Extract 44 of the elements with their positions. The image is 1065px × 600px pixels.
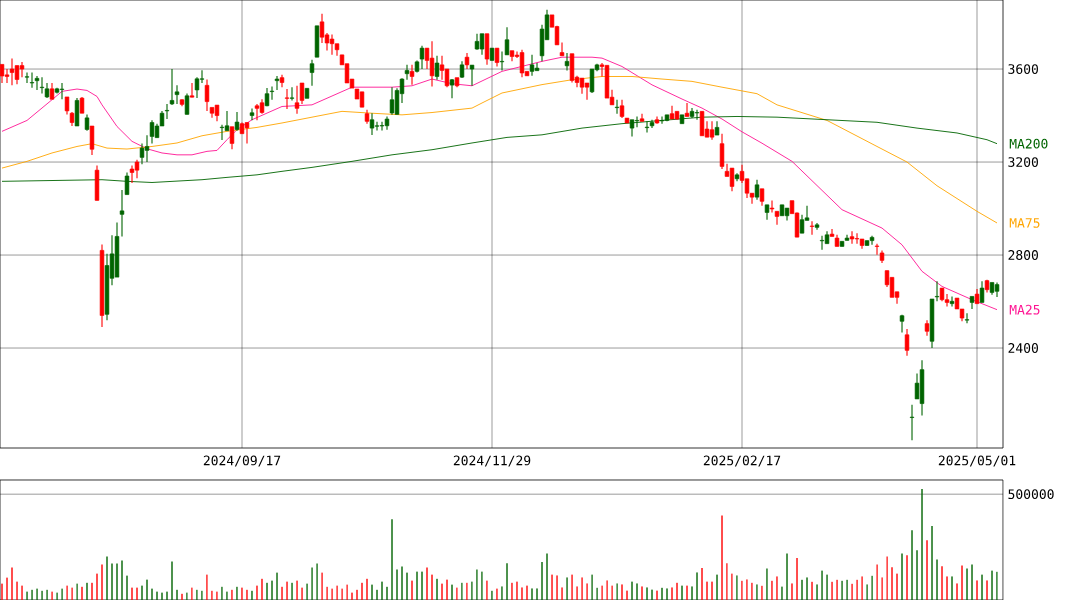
- candlestick: [899, 314, 905, 333]
- candlestick: [614, 99, 620, 115]
- candlestick: [469, 64, 475, 87]
- candlestick: [434, 55, 440, 81]
- candlestick: [229, 126, 235, 150]
- candlestick: [964, 312, 970, 324]
- candlestick: [904, 328, 910, 357]
- candlestick: [284, 88, 290, 110]
- candlestick: [249, 108, 255, 121]
- candlestick: [564, 52, 570, 71]
- candlestick: [274, 75, 280, 91]
- y-tick-label: 3600: [1008, 64, 1038, 74]
- y-tick-label: 2800: [1008, 250, 1038, 260]
- y-tick-label: 2400: [1008, 343, 1038, 353]
- candlestick: [184, 92, 190, 115]
- candlestick: [409, 64, 415, 86]
- series-label: MA25: [1009, 304, 1040, 315]
- candlestick: [949, 295, 955, 307]
- candlestick: [719, 133, 725, 170]
- x-tick-label: 2024/11/29: [453, 455, 531, 467]
- candlestick: [684, 102, 690, 118]
- candlestick: [309, 59, 315, 87]
- x-tick-label: 2024/09/17: [203, 455, 281, 467]
- series-label: MA75: [1009, 218, 1040, 228]
- candlestick: [449, 78, 455, 99]
- candlestick: [809, 220, 815, 236]
- candlestick: [754, 179, 760, 201]
- candlestick: [494, 47, 500, 68]
- x-tick-label: 2025/05/01: [938, 455, 1016, 467]
- line-series: [1, 76, 998, 224]
- candlestick: [204, 78, 210, 112]
- candlestick: [849, 230, 855, 245]
- x-tick-label: 2025/02/17: [703, 455, 781, 467]
- candlestick: [909, 404, 915, 441]
- candlestick: [189, 82, 195, 98]
- candlestick: [639, 113, 645, 122]
- candlestick: [289, 86, 295, 101]
- candlestick: [89, 125, 95, 156]
- y-tick-label: 3200: [1008, 157, 1038, 167]
- series-label: MA200: [1009, 138, 1048, 149]
- candlestick: [979, 280, 985, 304]
- y-tick-label: 500000: [1008, 489, 1054, 500]
- candlestick: [369, 112, 375, 136]
- candlestick: [234, 111, 240, 132]
